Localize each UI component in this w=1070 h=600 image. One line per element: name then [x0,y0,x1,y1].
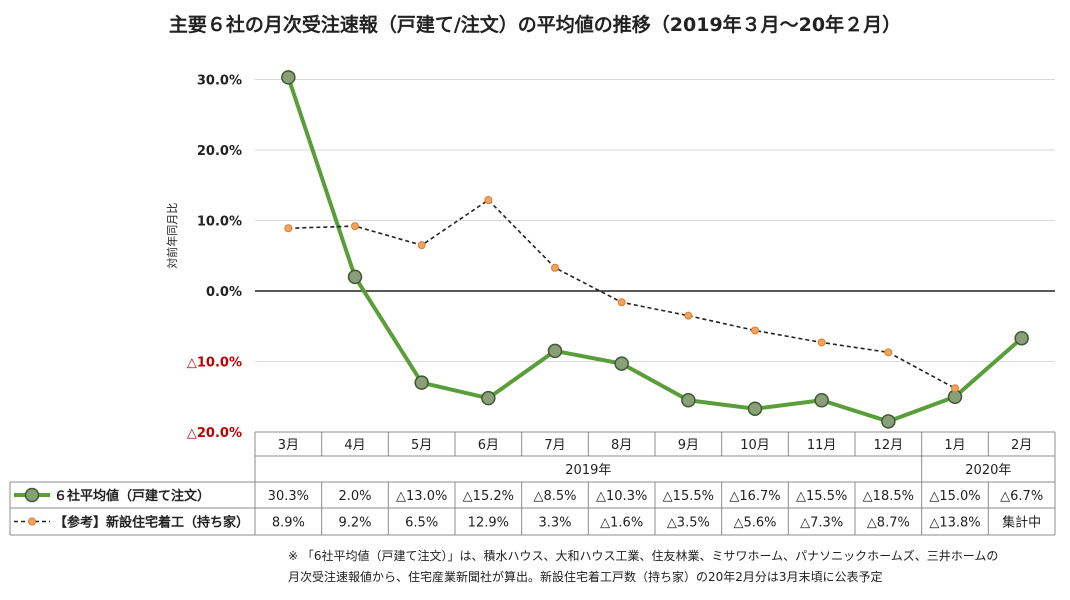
x-tick-label: 6月 [478,438,499,453]
data-label: △15.2% [463,489,514,504]
legend-label: ６社平均値（戸建て注文） [54,488,210,504]
data-label: △5.6% [733,516,776,531]
data-point [414,375,429,390]
data-label: △13.0% [396,489,447,504]
data-point [481,390,496,406]
data-label: △16.7% [729,489,780,504]
data-point [747,401,763,416]
x-tick-label: 10月 [740,438,770,453]
legend-label: 【参考】新設住宅着工（持ち家） [54,515,249,531]
data-label: 3.3% [538,516,571,531]
data-label: 12.9% [468,516,509,531]
x-tick-label: 4月 [344,438,365,453]
data-point [284,224,293,233]
footnote-line-1: ※ 「6社平均値（戸建て注文）」は、積水ハウス、大和ハウス工業、住友林業、ミサワ… [288,549,999,563]
data-label: △3.5% [667,516,710,531]
data-label: △8.5% [533,489,576,504]
data-label: △1.6% [600,516,643,531]
data-point [484,196,493,205]
x-tick-label: 11月 [807,438,837,453]
y-tick-label: 10.0% [197,215,242,230]
data-label: 2.0% [338,489,371,504]
data-point [884,348,893,357]
data-label: △13.8% [929,516,980,531]
legend-marker [24,487,40,503]
data-point [751,326,759,335]
y-tick-label: 30.0% [197,74,242,89]
data-label: 30.3% [268,489,309,504]
data-label: 8.9% [272,516,305,531]
data-point [417,241,426,250]
data-point [1014,330,1029,346]
data-point [347,269,363,285]
data-label: △6.7% [1000,489,1043,504]
x-tick-label: 8月 [611,438,632,453]
data-point [614,356,629,371]
footnote-line-2: 月次受注速報値から、住宅産業新聞社が算出。新設住宅着工戸数（持ち家）の20年2月… [288,570,883,584]
legend-marker [28,517,36,526]
series-line-1 [286,76,1023,424]
y-tick-label: 20.0% [197,144,242,159]
data-point [951,384,959,393]
data-point [881,414,896,429]
data-point [817,338,826,347]
data-label: △10.3% [596,489,647,504]
data-point [551,263,559,272]
data-label: 9.2% [338,516,371,531]
data-point [547,343,563,359]
footnote: ※ 「6社平均値（戸建て注文）」は、積水ハウス、大和ハウス工業、住友林業、ミサワ… [288,546,998,588]
data-label: △15.5% [663,489,714,504]
x-tick-label: 9月 [678,438,699,453]
data-point [281,70,296,85]
data-point [617,298,626,307]
x-tick-label: 12月 [874,438,904,453]
data-label: △15.5% [796,489,847,504]
x-tick-label: 5月 [411,438,432,453]
data-point [681,393,696,408]
y-axis-title: 対前年同月比 [165,203,179,269]
data-point [684,311,693,320]
x-tick-label: 2月 [1011,438,1032,453]
y-tick-label: △20.0% [187,426,242,441]
data-label: △8.7% [867,516,910,531]
year-label: 2020年 [965,463,1011,478]
data-label: △18.5% [863,489,914,504]
x-tick-label: 3月 [278,438,299,453]
x-tick-label: 7月 [544,438,565,453]
data-point [814,393,829,408]
year-label: 2019年 [565,463,611,478]
chart-title: 主要６社の月次受注速報（戸建て/注文）の平均値の推移（2019年３月～20年２月… [168,14,902,36]
data-label: △7.3% [800,516,843,531]
y-tick-label: △10.0% [187,356,242,371]
x-tick-label: 1月 [944,438,965,453]
y-tick-label: 0.0% [206,285,242,300]
data-label: 集計中 [1002,515,1041,531]
data-point [351,222,359,231]
data-label: △15.0% [929,489,980,504]
data-label: 6.5% [405,516,438,531]
